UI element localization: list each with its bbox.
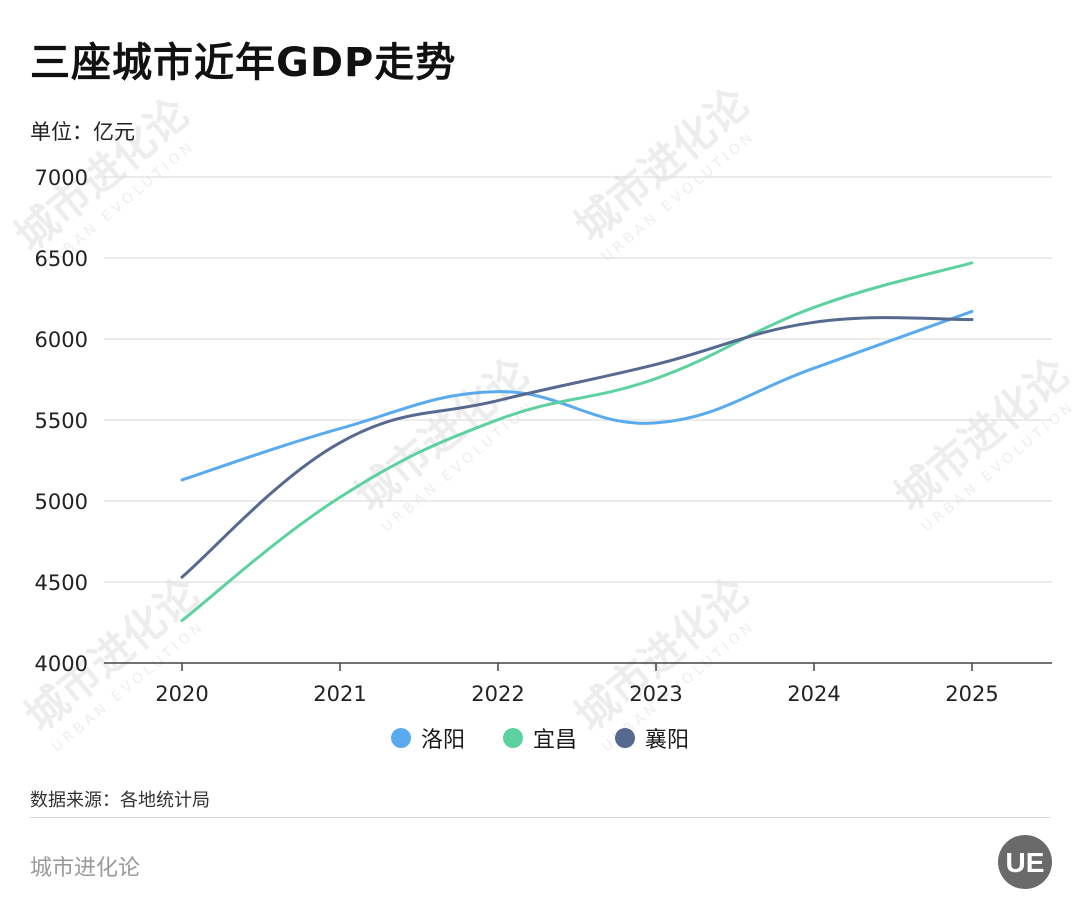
chart-legend: 洛阳 宜昌 襄阳: [0, 722, 1080, 754]
series-line: [180, 316, 974, 579]
y-tick-label: 6500: [35, 247, 88, 271]
svg-text:UE: UE: [1006, 847, 1045, 878]
brand-name: 城市进化论: [30, 856, 141, 881]
x-tick-label: 2024: [787, 682, 840, 706]
y-tick-label: 7000: [35, 166, 88, 190]
line-chart: 4000 4500 5000 5500 6000 6500 7000 2020 2021 2022…: [35, 166, 1052, 706]
legend-marker: [390, 728, 411, 748]
y-tick-label: 6000: [35, 328, 88, 352]
legend-item-xiangyang: 襄阳: [615, 722, 689, 754]
legend-marker: [615, 728, 635, 748]
y-tick-label: 4500: [35, 571, 88, 595]
y-tick-label: 4000: [35, 652, 88, 676]
x-tick-label: 2025: [945, 682, 998, 706]
brand-logo: UE: [998, 835, 1052, 889]
legend-label: 宜昌: [532, 728, 577, 753]
legend-item-luoyang: 洛阳: [390, 722, 465, 754]
y-tick-label: 5500: [35, 409, 88, 433]
ue-logo-icon: UE: [1006, 847, 1045, 878]
legend-label: 襄阳: [645, 728, 690, 753]
x-tick-label: 2020: [155, 682, 208, 706]
data-source: 数据来源：各地统计局: [30, 790, 210, 811]
x-tick-label: 2021: [313, 682, 366, 706]
legend-marker: [502, 728, 523, 748]
x-tick-label: 2022: [471, 682, 524, 706]
series-line: [180, 309, 974, 482]
chart-title: 三座城市近年GDP走势: [30, 40, 457, 86]
x-tick-label: 2023: [629, 682, 682, 706]
footer-divider: [30, 817, 1050, 818]
series-line: [180, 261, 974, 623]
y-tick-label: 5000: [35, 490, 88, 514]
legend-label: 洛阳: [420, 728, 465, 753]
unit-label: 单位：亿元: [30, 120, 135, 144]
legend-item-yichang: 宜昌: [502, 722, 577, 754]
